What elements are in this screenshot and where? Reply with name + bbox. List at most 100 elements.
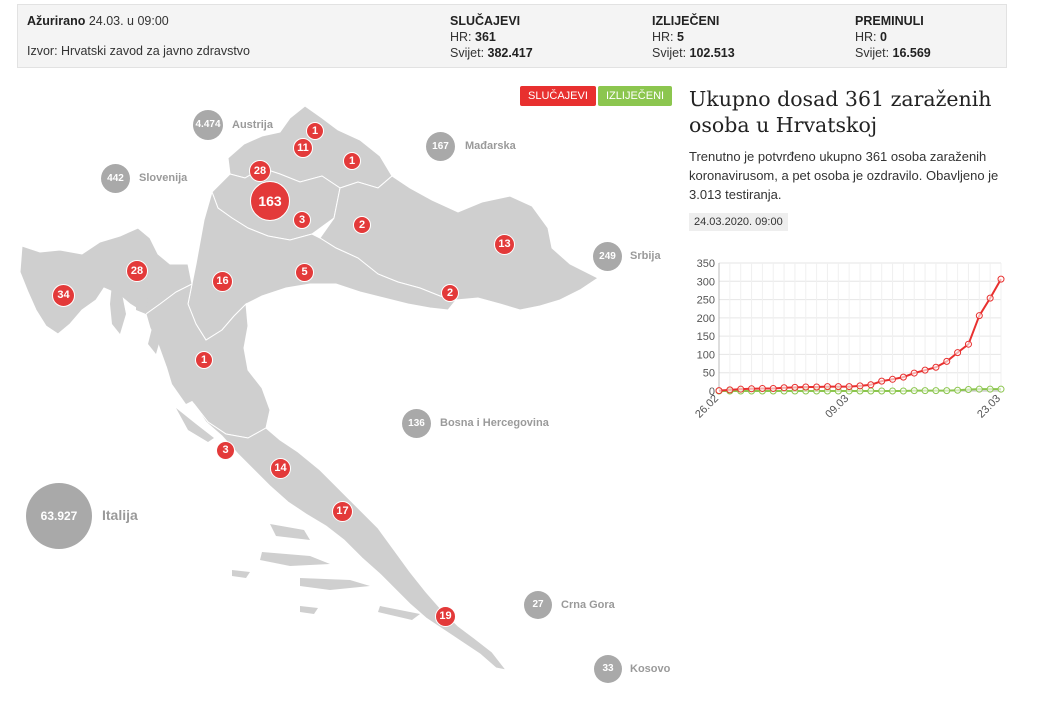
data-point (921, 387, 929, 395)
island-krk (136, 292, 148, 314)
region-bubble-zagreb[interactable]: 163 (250, 181, 290, 221)
data-point (726, 386, 734, 394)
data-point (737, 385, 745, 393)
data-point (845, 383, 853, 391)
data-point (889, 375, 897, 383)
chart-series (715, 275, 1005, 395)
data-point (769, 384, 777, 392)
region-bubble-koprivnica[interactable]: 1 (343, 152, 361, 170)
data-point (910, 369, 918, 377)
data-point (943, 387, 951, 395)
island-pag (166, 364, 194, 404)
y-tick-label: 250 (697, 295, 715, 307)
summary-title: Ukupno dosad 361 zaraženih osoba u Hrvat… (689, 87, 992, 137)
island-brac (270, 524, 310, 540)
croatia-land-shape (19, 105, 599, 671)
region-bubble-krapina[interactable]: 28 (249, 160, 271, 182)
region-bubble-split[interactable]: 14 (270, 458, 291, 479)
toggle-cases-button[interactable]: SLUČAJEVI (520, 86, 596, 106)
neighbour-label-italija: Italija (102, 507, 138, 523)
neighbour-bubble-bih[interactable]: 136 (402, 409, 431, 438)
neighbour-bubble-italija[interactable]: 63.927 (26, 483, 92, 549)
region-bubble-karlovac[interactable]: 16 (212, 271, 233, 292)
y-tick-label: 50 (703, 368, 715, 380)
data-point (823, 383, 831, 391)
x-tick-label: 09.03 (823, 393, 851, 421)
y-tick-label: 350 (697, 258, 715, 270)
recovered-stats: IZLIJEČENI HR: 5 Svijet: 102.513 (652, 13, 735, 61)
y-tick-label: 0 (709, 386, 715, 398)
data-point (878, 377, 886, 385)
region-dalmatia (193, 403, 508, 671)
cases-stats: SLUČAJEVI HR: 361 Svijet: 382.417 (450, 13, 533, 61)
updated-label: Ažurirano (27, 14, 86, 28)
region-bubble-sisak[interactable]: 5 (295, 263, 314, 282)
x-tick-label: 26.02 (693, 393, 721, 421)
y-tick-label: 100 (697, 349, 715, 361)
island-cres (110, 284, 126, 334)
region-bubble-istra[interactable]: 34 (52, 284, 75, 307)
cases-world-label: Svijet: (450, 46, 485, 60)
region-bubble-brod[interactable]: 2 (441, 284, 459, 302)
island-lastovo (300, 606, 318, 614)
neighbour-bubble-madarska[interactable]: 167 (426, 132, 455, 161)
region-bubble-varazdin-north[interactable]: 1 (306, 122, 324, 140)
y-tick-label: 200 (697, 313, 715, 325)
neighbour-bubble-kosovo[interactable]: 33 (594, 655, 622, 683)
neighbour-label-crna-gora: Crna Gora (561, 599, 615, 611)
region-bubble-osijek[interactable]: 13 (494, 234, 515, 255)
data-point (975, 312, 983, 320)
recovered-world-value: 102.513 (689, 46, 735, 60)
y-tick-label: 300 (697, 276, 715, 288)
recovered-title: IZLIJEČENI (652, 14, 720, 28)
deaths-world-label: Svijet: (855, 46, 890, 60)
neighbour-label-madarska: Mađarska (465, 140, 516, 152)
neighbour-bubble-austrija[interactable]: 4.474 (193, 110, 223, 140)
neighbour-bubble-slovenija[interactable]: 442 (101, 164, 130, 193)
region-bubble-sibenik[interactable]: 3 (216, 441, 235, 460)
data-point (780, 384, 788, 392)
data-point (758, 384, 766, 392)
neighbour-label-kosovo: Kosovo (630, 663, 671, 675)
region-bubble-lika[interactable]: 1 (195, 351, 213, 369)
region-bubble-dubrovnik[interactable]: 19 (435, 606, 456, 627)
data-point (910, 387, 918, 395)
chart-grid (718, 262, 1002, 392)
region-bubble-zagreb-county[interactable]: 3 (293, 211, 311, 229)
cases-line-chart: 0 50 100 150 200 250 300 350 26.02 09.03 23.03 (693, 258, 1005, 421)
summary-panel: Ukupno dosad 361 zaraženih osoba u Hrvat… (689, 86, 1029, 231)
updated-value: 24.03. u 09:00 (88, 14, 169, 28)
deaths-title: PREMINULI (855, 14, 924, 28)
neighbour-bubble-srbija[interactable]: 249 (593, 242, 622, 271)
data-point (748, 385, 756, 393)
region-bubble-makarska[interactable]: 17 (332, 501, 353, 522)
neighbour-label-bih: Bosna i Hercegovina (440, 417, 549, 429)
recovered-world-label: Svijet: (652, 46, 687, 60)
region-bubble-rijeka[interactable]: 28 (126, 260, 148, 282)
neighbour-label-srbija: Srbija (630, 250, 661, 262)
data-point (813, 383, 821, 391)
cases-world-value: 382.417 (487, 46, 533, 60)
data-point (932, 363, 940, 371)
deaths-hr-label: HR: (855, 30, 877, 44)
y-tick-label: 150 (697, 331, 715, 343)
toggle-recovered-button[interactable]: IZLIJEČENI (598, 86, 673, 106)
chart-y-axis: 0 50 100 150 200 250 300 350 (697, 258, 715, 398)
data-point (791, 383, 799, 391)
croatia-map: SLUČAJEVI IZLIJEČENI 1 11 1 28 163 3 2 1… (0, 78, 680, 710)
chart-x-axis: 26.02 09.03 23.03 (693, 393, 1003, 421)
data-point (986, 385, 994, 393)
data-point (878, 387, 886, 395)
data-point (802, 383, 810, 391)
region-bubble-varazdin[interactable]: 11 (293, 138, 313, 158)
neighbour-label-slovenija: Slovenija (139, 172, 188, 184)
island-korcula (300, 578, 370, 590)
data-point (899, 373, 907, 381)
region-bubble-bjelovar[interactable]: 2 (353, 216, 371, 234)
data-point (715, 387, 723, 395)
neighbour-bubble-crna-gora[interactable]: 27 (524, 591, 552, 619)
data-point (943, 357, 951, 365)
data-point (889, 387, 897, 395)
recovered-hr-value: 5 (677, 30, 684, 44)
neighbour-label-austrija: Austrija (232, 119, 273, 131)
